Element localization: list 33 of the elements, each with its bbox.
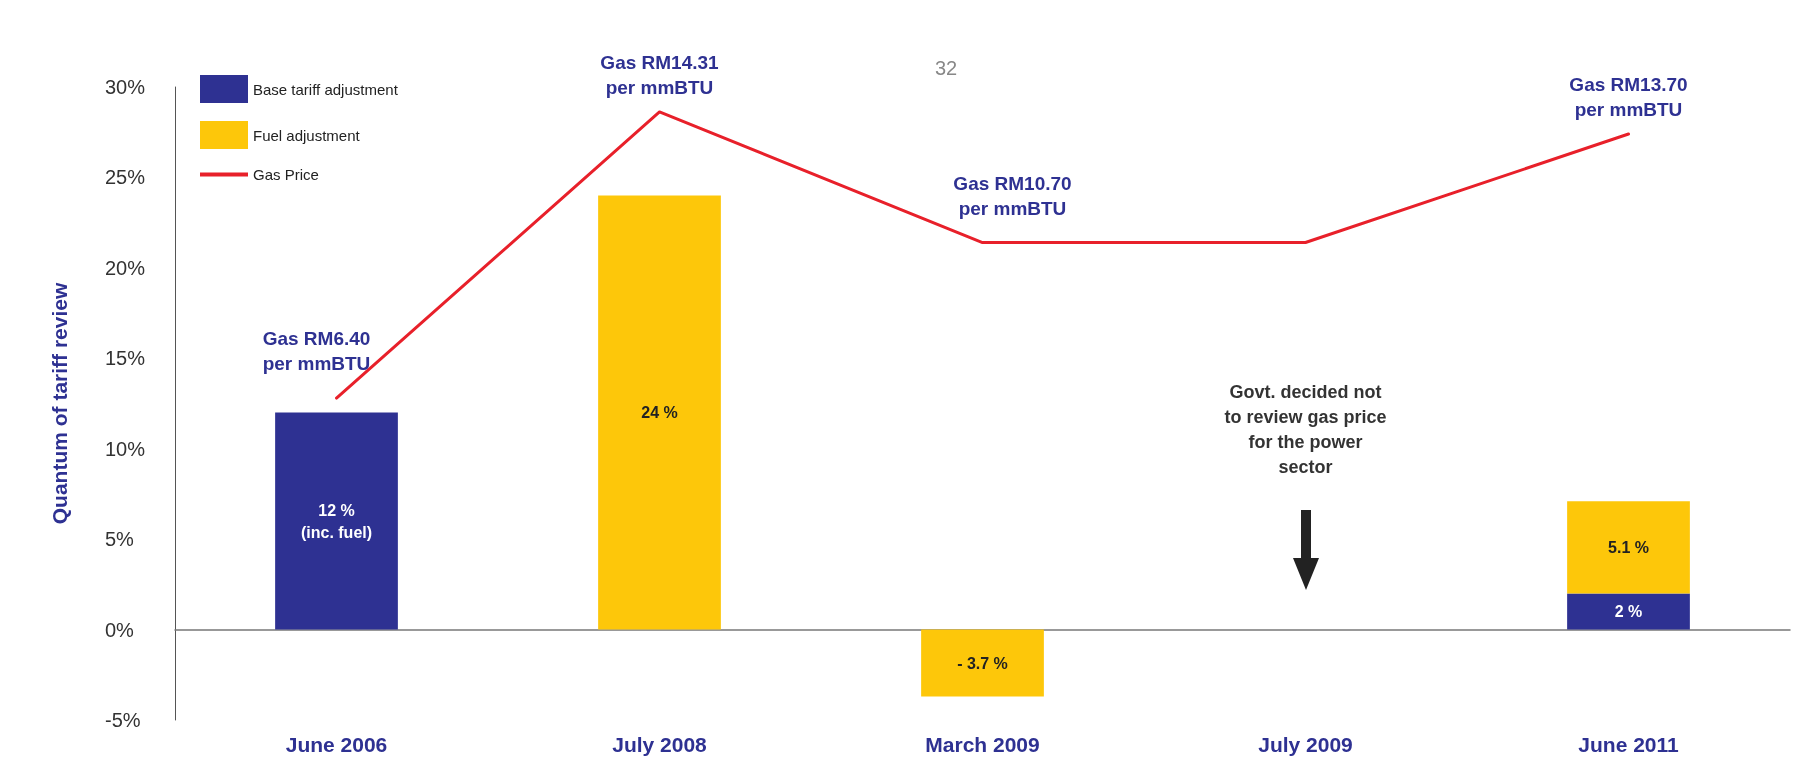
- legend-label: Fuel adjustment: [253, 126, 361, 144]
- y-axis-title: Quantum of tariff review: [48, 282, 71, 525]
- data-label: 2 %: [1614, 602, 1643, 620]
- text: 32: [935, 57, 958, 79]
- x-tick-label: June 2011: [1578, 733, 1680, 756]
- annotation: Govt. decided not to review gas price for the power sector: [1224, 382, 1387, 478]
- data-label: 12 % (inc. fuel): [300, 501, 373, 541]
- y-tick-label: 10%: [105, 437, 146, 460]
- data-label: - 3.7 %: [957, 654, 1008, 672]
- y-tick-label: 0%: [105, 618, 135, 641]
- legend-label: Base tariff adjustment: [253, 80, 399, 98]
- x-tick-label: June 2006: [285, 733, 388, 756]
- x-tick-label: July 2009: [1258, 733, 1353, 756]
- bar: [921, 629, 1044, 697]
- bar: [1567, 593, 1690, 630]
- y-tick-label: 20%: [105, 256, 146, 279]
- data-label: Gas RM14.31 per mmBTU: [600, 51, 720, 98]
- y-tick-label: 25%: [105, 166, 146, 189]
- bar: [1567, 501, 1690, 594]
- x-tick-label: July 2008: [612, 733, 708, 756]
- x-tick-label: March 2009: [925, 733, 1040, 756]
- y-tick-label: -5%: [105, 709, 141, 731]
- y-tick-label: 15%: [105, 347, 146, 370]
- y-tick-label: 30%: [105, 76, 146, 98]
- legend-label: Gas Price: [253, 166, 319, 183]
- data-label: 5.1 %: [1608, 538, 1649, 556]
- data-label: Gas RM13.70 per mmBTU: [1569, 74, 1688, 121]
- bar: [275, 412, 398, 630]
- data-label: 24 %: [641, 404, 678, 422]
- data-label: Gas RM10.70 per mmBTU: [953, 172, 1072, 219]
- bar: [598, 195, 721, 630]
- data-label: Gas RM6.40 per mmBTU: [262, 328, 371, 375]
- y-tick-label: 5%: [105, 528, 135, 551]
